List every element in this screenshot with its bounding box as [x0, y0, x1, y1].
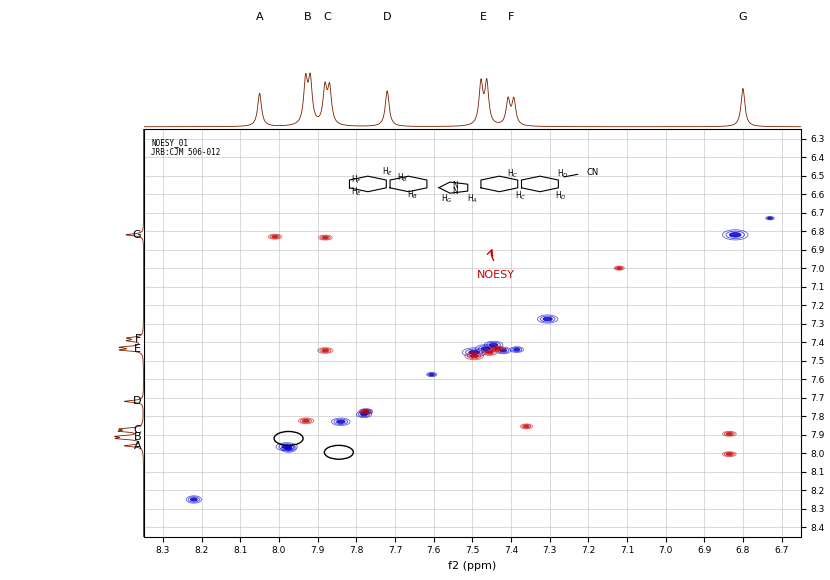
Ellipse shape — [617, 267, 622, 269]
Text: NOESY: NOESY — [476, 270, 515, 280]
Ellipse shape — [286, 447, 292, 450]
Ellipse shape — [322, 349, 329, 352]
Ellipse shape — [495, 347, 500, 350]
Text: B: B — [134, 433, 141, 443]
Text: A: A — [134, 441, 141, 451]
Text: C: C — [324, 12, 331, 22]
Text: H$_C$: H$_C$ — [507, 168, 519, 180]
Text: C: C — [134, 425, 141, 435]
Text: H$_D$: H$_D$ — [555, 190, 567, 202]
Text: D: D — [383, 12, 392, 22]
Ellipse shape — [500, 349, 506, 352]
Text: H$_B$: H$_B$ — [397, 171, 408, 184]
Text: F: F — [135, 335, 141, 345]
Text: H$_E$: H$_E$ — [382, 166, 393, 178]
Text: F: F — [508, 12, 514, 22]
Text: N: N — [452, 187, 457, 196]
Ellipse shape — [364, 411, 369, 413]
Ellipse shape — [768, 218, 772, 219]
Text: H$_C$: H$_C$ — [515, 190, 526, 202]
Ellipse shape — [363, 410, 369, 413]
Text: B: B — [304, 12, 312, 22]
Ellipse shape — [470, 354, 478, 358]
Ellipse shape — [469, 350, 480, 354]
Text: H$_G$: H$_G$ — [442, 193, 453, 205]
Text: H$_B$: H$_B$ — [407, 189, 418, 201]
Text: H$_E$: H$_E$ — [350, 185, 362, 198]
Ellipse shape — [726, 433, 733, 435]
Ellipse shape — [272, 235, 278, 238]
Text: D: D — [133, 396, 141, 407]
Ellipse shape — [282, 445, 291, 448]
Ellipse shape — [360, 413, 368, 416]
Ellipse shape — [429, 374, 434, 375]
Ellipse shape — [489, 343, 498, 347]
Text: E: E — [134, 344, 141, 354]
Text: H$_F$: H$_F$ — [351, 173, 362, 186]
Text: H$_D$: H$_D$ — [557, 168, 569, 180]
Text: N: N — [452, 182, 457, 190]
Text: H$_A$: H$_A$ — [466, 193, 478, 205]
Ellipse shape — [481, 347, 491, 350]
Ellipse shape — [486, 351, 493, 354]
Ellipse shape — [302, 419, 310, 422]
Text: G: G — [739, 12, 747, 22]
Ellipse shape — [543, 317, 552, 321]
Ellipse shape — [190, 498, 198, 501]
Text: NOESY_01
JRB:CJM 506-012: NOESY_01 JRB:CJM 506-012 — [151, 137, 221, 157]
Ellipse shape — [514, 348, 520, 351]
Ellipse shape — [336, 420, 345, 423]
Ellipse shape — [730, 233, 741, 237]
Text: E: E — [481, 12, 487, 22]
Text: A: A — [256, 12, 263, 22]
Text: G: G — [133, 230, 141, 240]
Text: CN: CN — [586, 168, 598, 177]
X-axis label: f2 (ppm): f2 (ppm) — [448, 561, 496, 571]
Ellipse shape — [726, 453, 733, 455]
Ellipse shape — [524, 425, 529, 427]
Ellipse shape — [322, 237, 329, 239]
